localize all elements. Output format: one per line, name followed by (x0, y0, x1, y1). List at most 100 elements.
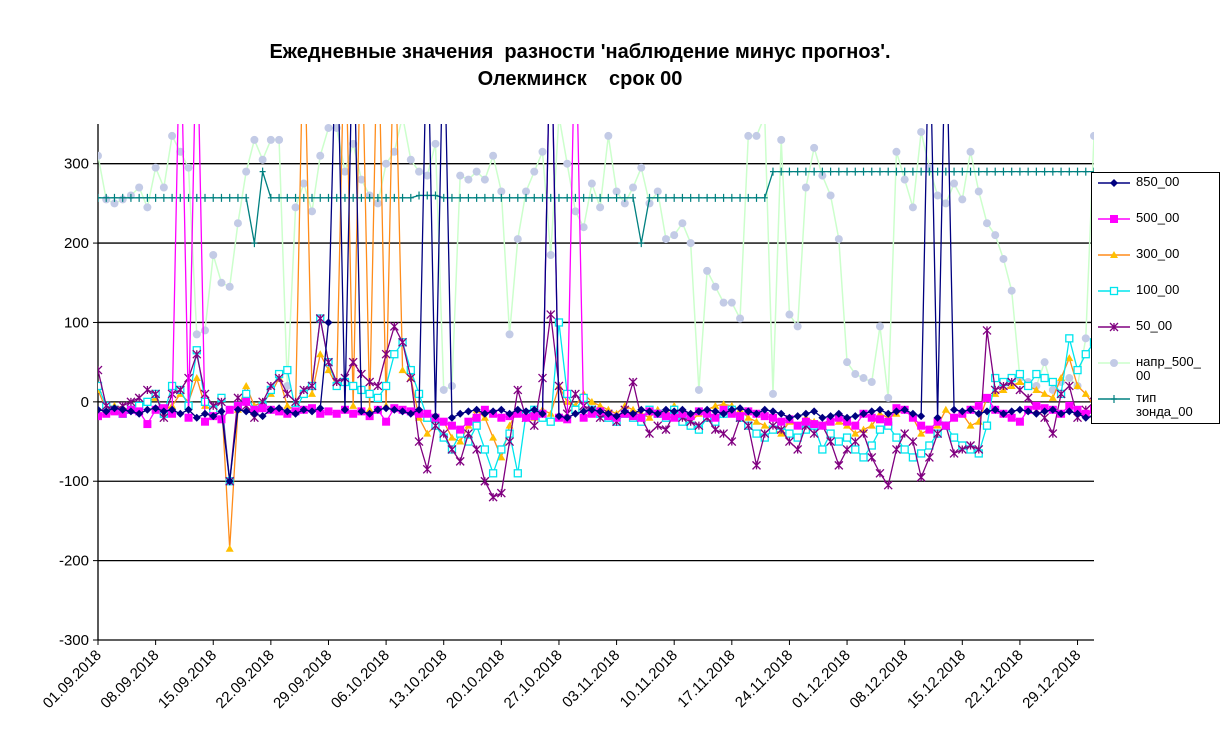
legend-label: 50_00 (1136, 318, 1173, 333)
marker (242, 397, 251, 406)
marker (1057, 409, 1066, 418)
marker (917, 429, 926, 437)
x-tick-label: 01.09.2018 (40, 647, 105, 712)
marker (144, 193, 151, 202)
marker (134, 393, 144, 403)
marker (883, 480, 893, 490)
marker (719, 400, 728, 408)
marker (316, 404, 325, 413)
marker (605, 193, 612, 202)
marker (982, 393, 991, 402)
x-tick-label: 29.09.2018 (270, 647, 335, 712)
marker (818, 445, 827, 454)
marker (225, 282, 234, 291)
marker (884, 417, 893, 426)
marker (267, 193, 274, 202)
marker (991, 231, 1000, 240)
marker (785, 429, 794, 438)
x-tick-label: 29.12.2018 (1019, 647, 1084, 712)
marker (933, 191, 942, 200)
marker (653, 409, 662, 418)
marker (760, 412, 769, 421)
marker (276, 193, 283, 202)
marker (324, 366, 333, 374)
x-tick-label: 08.12.2018 (846, 647, 911, 712)
marker (752, 409, 761, 418)
marker (1056, 389, 1066, 399)
legend-icon (1098, 215, 1130, 223)
marker (991, 405, 1000, 414)
marker (844, 167, 851, 176)
marker (1025, 167, 1032, 176)
marker (373, 393, 383, 403)
marker (185, 193, 192, 202)
marker (184, 413, 193, 422)
marker (843, 358, 852, 367)
marker (110, 199, 119, 208)
marker (998, 381, 1008, 391)
marker (473, 193, 480, 202)
marker (168, 405, 177, 414)
marker (859, 409, 868, 418)
marker (761, 112, 769, 120)
y-tick-label: -300 (59, 632, 89, 649)
marker (382, 417, 391, 426)
chart-subtitle: Олекминск срок 00 (478, 68, 683, 90)
marker (653, 187, 662, 196)
chart-title: Ежедневные значения разности 'наблюдение… (269, 41, 890, 63)
legend-label: 300_00 (1136, 246, 1180, 261)
marker (374, 1, 382, 8)
marker (242, 389, 251, 399)
y-tick-label: 100 (64, 314, 89, 331)
marker (480, 445, 490, 454)
marker (431, 421, 440, 431)
marker (390, 405, 399, 414)
marker (768, 413, 777, 422)
marker (786, 167, 793, 176)
marker (119, 193, 126, 202)
marker (974, 445, 984, 454)
marker (1007, 286, 1016, 295)
marker (571, 1, 579, 9)
marker (604, 409, 613, 418)
marker (489, 407, 498, 416)
marker (719, 429, 729, 439)
marker (852, 167, 859, 176)
marker (638, 239, 645, 248)
marker (192, 374, 201, 382)
marker (299, 179, 308, 188)
marker (126, 397, 136, 407)
marker (645, 429, 654, 439)
marker (480, 409, 489, 418)
marker (909, 167, 916, 176)
marker (143, 397, 152, 406)
marker (373, 405, 382, 414)
marker (365, 389, 374, 399)
marker (727, 298, 736, 307)
marker (481, 193, 488, 202)
marker (357, 175, 366, 184)
marker (604, 131, 613, 140)
marker (513, 469, 522, 478)
marker (358, 193, 365, 202)
marker (1032, 401, 1041, 410)
marker (398, 366, 407, 374)
marker (1110, 359, 1118, 367)
marker (414, 437, 424, 446)
marker (192, 413, 201, 422)
marker (842, 445, 852, 454)
marker (498, 193, 505, 202)
marker (1015, 417, 1024, 426)
marker (596, 401, 605, 409)
marker (1015, 385, 1025, 395)
marker (538, 409, 547, 418)
marker (1065, 401, 1074, 410)
marker (875, 415, 884, 424)
marker (818, 413, 827, 422)
marker (670, 231, 679, 240)
marker (1073, 365, 1082, 375)
marker (613, 193, 620, 202)
marker (719, 409, 728, 418)
marker (843, 413, 852, 422)
x-tick-label: 15.12.2018 (904, 647, 969, 712)
